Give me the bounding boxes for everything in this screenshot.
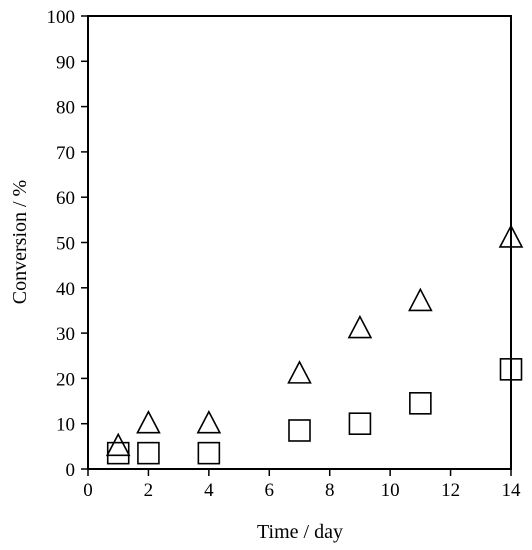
- triangle-point: [287, 360, 312, 384]
- x-axis: 0 2 4 6 8 10 12 14: [83, 469, 521, 501]
- y-axis-label: Conversion / %: [9, 180, 31, 304]
- square-point: [348, 412, 372, 436]
- y-tick-label: 0: [66, 460, 76, 481]
- x-tick-label: 8: [325, 480, 335, 501]
- triangle-point: [105, 432, 131, 457]
- y-tick-label: 80: [56, 98, 75, 119]
- square-point: [197, 441, 221, 465]
- triangle-point: [196, 409, 222, 434]
- y-tick-label: 40: [56, 279, 75, 300]
- x-tick-label: 12: [441, 480, 460, 501]
- y-axis: 0 10 20 30 40 50 60 70 80 90 100: [47, 7, 88, 481]
- triangle-point: [136, 409, 161, 434]
- y-tick-label: 70: [56, 143, 75, 164]
- y-tick-label: 90: [56, 52, 75, 73]
- square-point: [409, 392, 432, 415]
- square-point: [288, 419, 311, 442]
- square-point: [137, 441, 160, 465]
- y-tick-label: 60: [56, 188, 75, 209]
- y-tick-label: 100: [47, 7, 76, 28]
- triangle-point: [347, 314, 373, 339]
- x-tick-label: 0: [83, 480, 93, 501]
- y-tick-label: 10: [56, 415, 75, 436]
- y-tick-label: 20: [56, 369, 75, 390]
- triangle-point: [408, 287, 433, 312]
- plot-frame: [87, 15, 512, 470]
- x-tick-label: 6: [265, 480, 275, 501]
- x-axis-label: Time / day: [257, 521, 343, 543]
- x-tick-label: 14: [502, 480, 522, 501]
- triangle-point: [498, 224, 524, 248]
- y-tick-label: 50: [56, 234, 75, 255]
- data-marks: [105, 224, 524, 465]
- square-point: [106, 441, 130, 465]
- x-tick-label: 10: [381, 480, 400, 501]
- square-point: [499, 358, 523, 381]
- x-tick-label: 2: [144, 480, 154, 501]
- x-tick-label: 4: [204, 480, 214, 501]
- y-tick-label: 30: [56, 324, 75, 345]
